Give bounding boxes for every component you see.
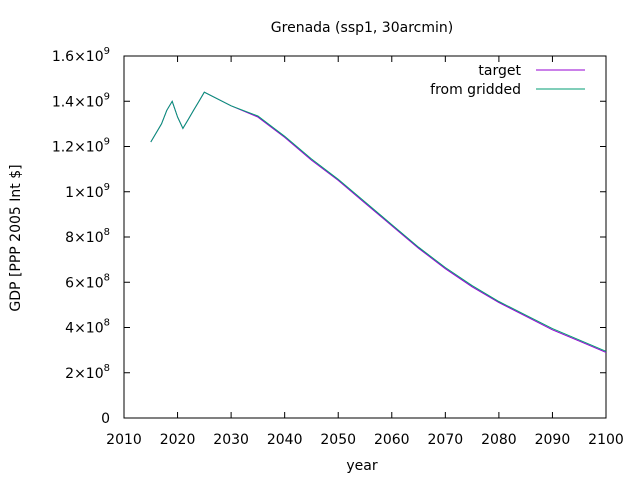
- y-tick-exponent: 9: [104, 137, 110, 148]
- y-tick-label: 6×108: [65, 272, 110, 291]
- series-line-target: [150, 91, 607, 353]
- x-tick-label: 2100: [588, 432, 624, 448]
- y-tick-mantissa: 1.6×10: [52, 49, 104, 65]
- x-tick-label: 2080: [481, 432, 517, 448]
- legend-label: target: [478, 63, 521, 79]
- x-tick-label: 2020: [160, 432, 196, 448]
- y-tick-mantissa: 2×10: [65, 366, 103, 382]
- x-axis-ticks: 2010 2020 2030 2040 2050 2060 2070 2080 2090 2100: [106, 56, 624, 448]
- y-tick-label: 0: [101, 411, 110, 427]
- y-tick-mantissa: 1.4×10: [52, 94, 104, 110]
- y-tick-mantissa: 1×10: [65, 185, 103, 201]
- y-tick-label: 1×109: [65, 182, 110, 201]
- x-axis-label: year: [346, 458, 377, 474]
- x-tick-label: 2060: [374, 432, 410, 448]
- x-tick-label: 2030: [213, 432, 249, 448]
- y-tick-exponent: 8: [104, 272, 110, 283]
- y-tick-exponent: 9: [104, 182, 110, 193]
- y-tick-label: 2×108: [65, 363, 110, 382]
- y-tick-label: 1.2×109: [52, 137, 110, 156]
- x-tick-label: 2040: [267, 432, 303, 448]
- y-tick-mantissa: 0: [101, 411, 110, 427]
- x-tick-label: 2070: [428, 432, 464, 448]
- legend-label: from gridded: [430, 82, 521, 98]
- y-tick-label: 8×108: [65, 227, 110, 246]
- series-line-from-gridded: [150, 91, 607, 352]
- y-tick-mantissa: 8×10: [65, 230, 103, 246]
- y-tick-exponent: 8: [104, 363, 110, 374]
- x-tick-label: 2010: [106, 432, 142, 448]
- y-tick-exponent: 9: [104, 91, 110, 102]
- y-tick-exponent: 8: [104, 318, 110, 329]
- y-tick-label: 4×108: [65, 318, 110, 337]
- x-tick-label: 2050: [320, 432, 356, 448]
- legend: target from gridded: [430, 63, 585, 98]
- chart-title: Grenada (ssp1, 30arcmin): [271, 20, 453, 36]
- y-tick-mantissa: 6×10: [65, 275, 103, 291]
- y-tick-label: 1.6×109: [52, 46, 110, 65]
- y-tick-mantissa: 1.2×10: [52, 140, 104, 156]
- series-layer: [150, 91, 607, 353]
- y-tick-exponent: 8: [104, 227, 110, 238]
- y-tick-label: 1.4×109: [52, 91, 110, 110]
- plot-frame: [123, 55, 607, 419]
- y-tick-exponent: 9: [104, 46, 110, 57]
- y-axis-label: GDP [PPP 2005 Int $]: [8, 164, 24, 311]
- y-axis-ticks: 02×1084×1086×1088×1081×1091.2×1091.4×109…: [52, 46, 606, 427]
- x-tick-label: 2090: [535, 432, 571, 448]
- y-tick-mantissa: 4×10: [65, 321, 103, 337]
